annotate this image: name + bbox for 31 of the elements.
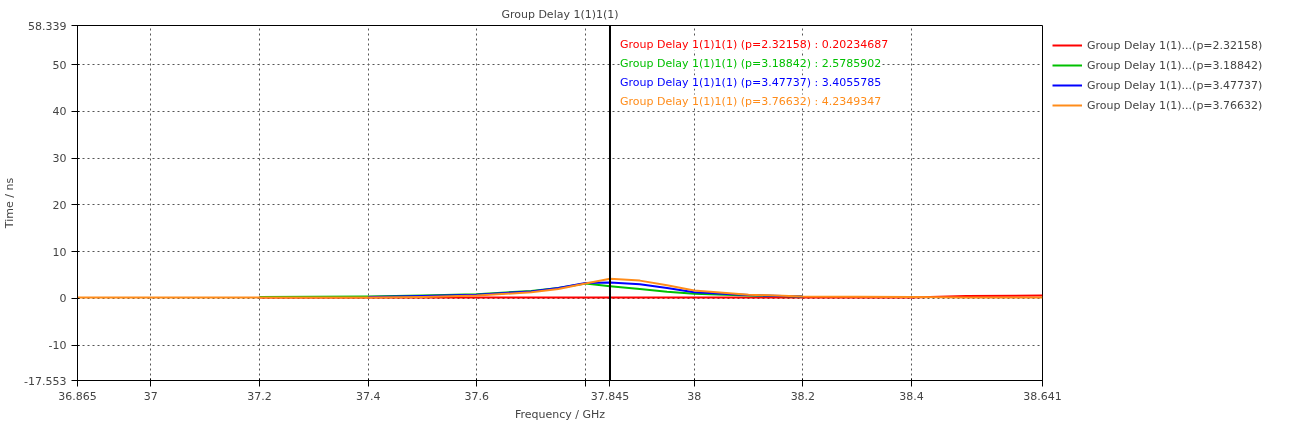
annotation: Group Delay 1(1)1(1) (p=3.47737) : 3.4055785 [619,75,882,89]
legend-label: Group Delay 1(1)...(p=3.76632) [1087,98,1263,112]
y-tick-label: 30 [52,152,67,166]
x-tick-label: 38.641 [1023,389,1062,403]
y-tick-label: 10 [52,245,67,259]
x-tick-label: 36.865 [58,389,97,403]
ref-line-label: 37.845 [590,389,630,403]
y-tick-label: 58.339 [28,19,67,33]
y-tick-label: 0 [59,292,67,306]
y-tick-label: 40 [52,105,67,119]
x-tick-label: 37 [143,389,158,403]
y-axis-title: Time / ns [3,177,17,230]
y-tick-label: 50 [52,58,67,72]
legend-label: Group Delay 1(1)...(p=3.47737) [1087,78,1263,92]
chart-title: Group Delay 1(1)1(1) [501,7,619,21]
annotation: Group Delay 1(1)1(1) (p=3.76632) : 4.2349347 [619,94,882,108]
annotation: Group Delay 1(1)1(1) (p=2.32158) : 0.20234687 [619,37,889,51]
x-tick-label: 37.2 [247,389,272,403]
legend-label: Group Delay 1(1)...(p=2.32158) [1087,38,1263,52]
x-tick-label: 38 [687,389,702,403]
y-tick-label: -17.553 [24,374,67,388]
x-tick-label: 37.6 [464,389,490,403]
y-tick-label: -10 [48,339,67,353]
x-axis-title: Frequency / GHz [514,407,606,421]
y-tick-label: 20 [52,198,67,212]
legend-label: Group Delay 1(1)...(p=3.18842) [1087,58,1263,72]
line-series [77,277,1043,299]
x-tick-label: 37.4 [355,389,381,403]
x-tick-label: 38.4 [899,389,924,403]
x-tick-label: 38.2 [790,389,816,403]
annotation: Group Delay 1(1)1(1) (p=3.18842) : 2.5785902 [619,56,882,70]
